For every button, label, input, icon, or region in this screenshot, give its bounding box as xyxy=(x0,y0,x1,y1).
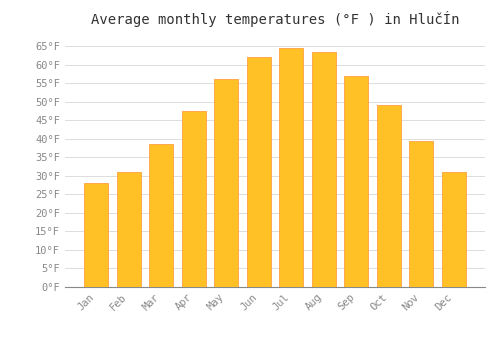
Bar xyxy=(279,48,303,287)
Bar xyxy=(312,52,336,287)
Bar xyxy=(182,111,206,287)
Bar xyxy=(149,144,174,287)
Bar xyxy=(214,79,238,287)
Bar xyxy=(409,141,434,287)
Title: Average monthly temperatures (°F ) in HlučÍn: Average monthly temperatures (°F ) in Hl… xyxy=(91,11,459,27)
Bar xyxy=(442,172,466,287)
Bar xyxy=(84,183,108,287)
Bar xyxy=(246,57,271,287)
Bar xyxy=(376,105,401,287)
Bar xyxy=(344,76,368,287)
Bar xyxy=(116,172,141,287)
